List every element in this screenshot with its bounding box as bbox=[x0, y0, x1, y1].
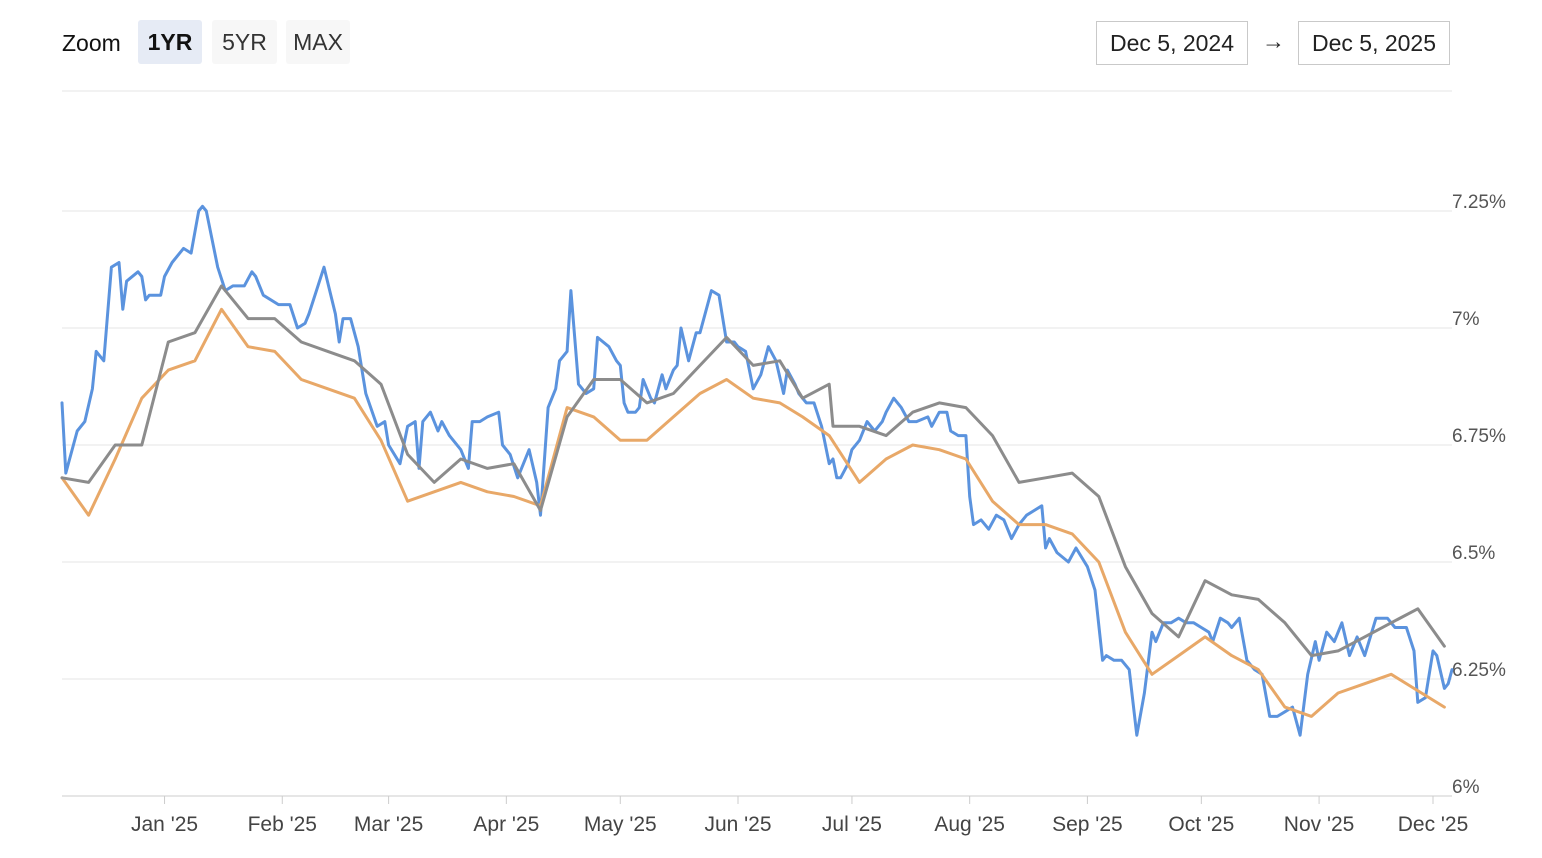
zoom-5yr-button[interactable]: 5YR bbox=[212, 20, 277, 64]
chart-gridlines bbox=[62, 90, 1452, 797]
x-tick-label: Oct '25 bbox=[1168, 813, 1234, 836]
x-tick-label: Sep '25 bbox=[1052, 813, 1123, 836]
y-tick-label: 6.5% bbox=[1452, 543, 1495, 564]
x-tick-label: Mar '25 bbox=[354, 813, 423, 836]
zoom-max-button[interactable]: MAX bbox=[286, 20, 350, 64]
range-arrow: → bbox=[1262, 28, 1285, 54]
y-tick-label: 6.75% bbox=[1452, 426, 1506, 447]
y-axis: 6% 6.25% 6.5% 6.75% 7% 7.25% bbox=[1452, 192, 1506, 798]
chart-series bbox=[60, 204, 1454, 737]
x-tick-label: Dec '25 bbox=[1398, 813, 1469, 836]
zoom-label: Zoom bbox=[62, 30, 121, 56]
x-tick-label: Apr '25 bbox=[473, 813, 539, 836]
y-tick-label: 7% bbox=[1452, 309, 1480, 330]
x-tick-label: Jun '25 bbox=[704, 813, 771, 836]
y-tick-label: 6.25% bbox=[1452, 660, 1506, 681]
x-tick-label: Aug '25 bbox=[934, 813, 1005, 836]
x-tick-label: May '25 bbox=[584, 813, 657, 836]
x-tick-label: Feb '25 bbox=[248, 813, 317, 836]
series-line-2 bbox=[60, 307, 1446, 718]
x-axis: Jan '25 Feb '25 Mar '25 Apr '25 May '25 Jun '… bbox=[131, 796, 1468, 836]
range-end-input[interactable]: Dec 5, 2025 bbox=[1298, 21, 1450, 65]
series-line-1 bbox=[60, 204, 1454, 737]
x-tick-label: Jul '25 bbox=[822, 813, 882, 836]
range-start-input[interactable]: Dec 5, 2024 bbox=[1096, 21, 1248, 65]
x-tick-label: Nov '25 bbox=[1284, 813, 1355, 836]
chart-toolbar: Zoom 1YR 5YR MAX Dec 5, 2024 → Dec 5, 20… bbox=[0, 0, 1542, 86]
zoom-1yr-button[interactable]: 1YR bbox=[138, 20, 202, 64]
y-tick-label: 7.25% bbox=[1452, 192, 1506, 213]
series-line-3 bbox=[60, 284, 1446, 658]
x-tick-label: Jan '25 bbox=[131, 813, 198, 836]
y-tick-label: 6% bbox=[1452, 777, 1480, 798]
